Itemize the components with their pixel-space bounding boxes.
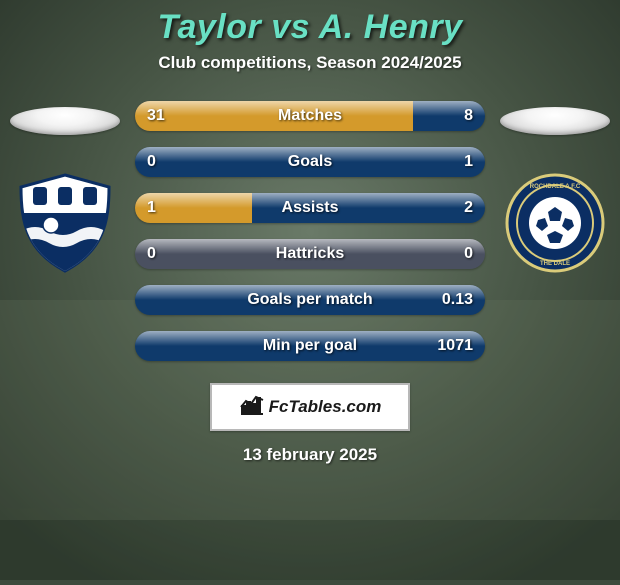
stat-label: Goals <box>288 153 332 171</box>
stat-bar: Goals per match 0.13 <box>135 285 485 315</box>
right-player-col: ROCHDALE A.F.C THE DALE <box>495 101 615 273</box>
stat-right-value: 2 <box>464 199 473 217</box>
title-right: A. Henry <box>319 8 463 46</box>
stat-bar: 31 Matches 8 <box>135 101 485 131</box>
title-vs: vs <box>261 8 318 46</box>
stat-bar: 0 Hattricks 0 <box>135 239 485 269</box>
page-title: Taylor vs A. Henry <box>157 8 462 47</box>
stat-left-value: 0 <box>147 153 156 171</box>
stat-bar: 1 Assists 2 <box>135 193 485 223</box>
footer-date: 13 february 2025 <box>243 445 377 465</box>
stat-label: Hattricks <box>276 245 344 263</box>
stat-right-value: 0.13 <box>442 291 473 309</box>
stat-label: Goals per match <box>247 291 372 309</box>
stat-right-value: 8 <box>464 107 473 125</box>
stat-left-value: 1 <box>147 199 156 217</box>
title-left: Taylor <box>157 8 261 46</box>
stat-bar: Min per goal 1071 <box>135 331 485 361</box>
left-player-col <box>5 101 125 273</box>
right-team-crest: ROCHDALE A.F.C THE DALE <box>505 173 605 273</box>
stat-right-value: 1 <box>464 153 473 171</box>
left-team-crest <box>15 173 115 273</box>
stat-bar: 0 Goals 1 <box>135 147 485 177</box>
comparison-area: 31 Matches 8 0 Goals 1 1 Assists 2 0 Hattricks 0 Goa… <box>0 101 620 361</box>
stat-label: Assists <box>282 199 339 217</box>
stat-right-value: 1071 <box>437 337 473 355</box>
right-player-head <box>500 107 610 135</box>
stat-bars: 31 Matches 8 0 Goals 1 1 Assists 2 0 Hattricks 0 Goa… <box>135 101 485 361</box>
left-player-head <box>10 107 120 135</box>
svg-text:THE DALE: THE DALE <box>540 261 570 267</box>
brand-badge[interactable]: FcTables.com <box>210 383 410 431</box>
svg-text:ROCHDALE A.F.C: ROCHDALE A.F.C <box>530 184 581 190</box>
stat-right-value: 0 <box>464 245 473 263</box>
stat-left-value: 31 <box>147 107 165 125</box>
brand-text: FcTables.com <box>269 397 382 417</box>
stat-left-value: 0 <box>147 245 156 263</box>
subtitle: Club competitions, Season 2024/2025 <box>158 53 461 73</box>
brand-chart-icon <box>239 394 265 421</box>
stat-label: Min per goal <box>263 337 357 355</box>
stat-label: Matches <box>278 107 342 125</box>
